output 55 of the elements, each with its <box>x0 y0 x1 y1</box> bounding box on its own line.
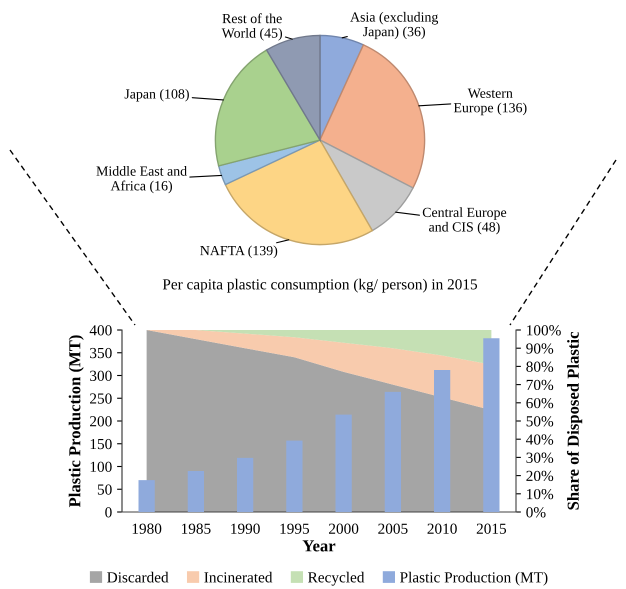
y-tick-label: 400 <box>90 325 112 336</box>
y-tick-label: 50 <box>98 484 112 495</box>
x-tick-label: 1995 <box>280 524 310 534</box>
y2-tick-label: 0% <box>526 507 546 518</box>
bar <box>138 480 155 512</box>
legend-label: Recycled <box>308 572 364 586</box>
bar <box>286 440 302 512</box>
x-axis-title: Year <box>302 540 336 552</box>
y-tick-label: 250 <box>90 393 112 404</box>
y2-tick-label: 30% <box>526 452 554 463</box>
pie-slice <box>319 139 414 232</box>
y2-tick-label: 60% <box>526 398 554 408</box>
slice-label: Rest of the World (45) <box>222 13 282 41</box>
bar <box>336 414 352 512</box>
y-tick-label: 300 <box>90 370 112 381</box>
bar <box>384 392 401 512</box>
slice-label: Middle East and Africa (16) <box>96 166 187 194</box>
slice-label: NAFTA (139) <box>200 246 278 258</box>
bar <box>483 338 500 512</box>
x-tick-label: 1990 <box>231 524 260 534</box>
x-tick-label: 2000 <box>329 524 358 534</box>
y2-tick-label: 100% <box>527 325 561 336</box>
y2-tick-label: 40% <box>526 434 554 445</box>
y2-tick-label: 20% <box>526 470 554 482</box>
legend-label: Plastic Production (MT) <box>400 572 548 586</box>
y-tick-label: 100 <box>90 462 112 472</box>
y2-tick-label: 10% <box>527 488 554 500</box>
pie-slice <box>214 49 321 167</box>
y2-axis-title: Share of Disposed Plastic <box>566 332 582 510</box>
x-tick-label: 1980 <box>132 524 162 534</box>
x-tick-label: 1985 <box>182 524 211 534</box>
x-tick-label: 2005 <box>378 524 408 534</box>
slice-label: Asia (excluding Japan) (36) <box>350 12 438 40</box>
x-tick-label: 2010 <box>428 524 457 534</box>
bar <box>237 458 254 512</box>
bar <box>434 370 450 512</box>
text: Per capita plastic consumption (kg/ person) in 2015 <box>162 278 478 293</box>
x-tick-label: 2015 <box>476 524 506 534</box>
pie-slice <box>224 139 374 246</box>
slice-label: Western Europe (136) <box>454 88 527 116</box>
y-tick-label: 200 <box>90 416 112 426</box>
y2-tick-label: 50% <box>526 416 554 426</box>
y2-tick-label: 70% <box>526 380 554 390</box>
pie-slice <box>319 44 426 189</box>
y2-tick-label: 80% <box>526 362 554 372</box>
slice-label: Central Europe and CIS (48) <box>422 207 506 234</box>
y2-tick-label: 90% <box>526 343 554 354</box>
y-axis-title: Plastic Production (MT) <box>68 335 84 508</box>
bar <box>188 471 204 512</box>
y-tick-label: 150 <box>90 438 112 450</box>
slice-label: Japan (108) <box>124 88 189 102</box>
legend-label: Incinerated <box>204 572 272 583</box>
legend-label: Discarded <box>107 572 168 583</box>
y-tick-label: 0 <box>105 507 112 518</box>
y-tick-label: 350 <box>90 348 112 358</box>
